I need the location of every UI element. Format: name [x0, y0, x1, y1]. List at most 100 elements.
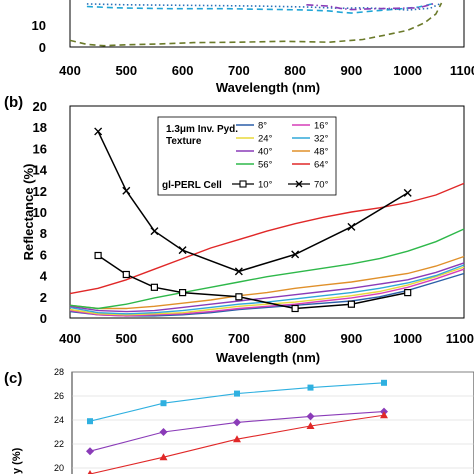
panel-a-y-tick-1: 0 — [39, 40, 46, 55]
panel-b-label: (b) — [4, 94, 23, 111]
legend-marker-entries: 10° 70° — [232, 180, 329, 191]
panel-b-line-8 — [97, 254, 408, 310]
panel-c-y-tick-0: 20 — [54, 463, 64, 473]
panel-c: (c) 20 22 24 26 28 y (%) — [4, 367, 474, 474]
panel-b-point — [178, 246, 187, 255]
panel-c-point — [307, 384, 314, 391]
panel-b-y-tick-7: 14 — [33, 163, 48, 178]
panel-b-point — [94, 127, 103, 136]
panel-c-plot-area — [71, 371, 474, 474]
panel-a-x-tick-0: 400 — [59, 63, 81, 78]
panel-c-label: (c) — [4, 370, 22, 387]
panel-c-series — [86, 379, 388, 474]
panel-a-series — [69, 2, 443, 47]
panel-a-series-line-3 — [69, 2, 443, 47]
panel-a-plot-area — [69, 0, 465, 48]
panel-b-line-6 — [69, 228, 465, 310]
panel-b-x-tick-3: 700 — [228, 331, 250, 346]
panel-c-point — [233, 418, 241, 427]
panel-c-point — [86, 447, 94, 456]
legend-marker-label-0: 10° — [258, 180, 273, 191]
panel-c-point — [381, 379, 387, 386]
panel-c-point — [306, 412, 315, 421]
legend-marker-square — [239, 180, 247, 188]
panel-b-line-1 — [69, 268, 465, 317]
panel-b-plot-area — [69, 105, 465, 319]
legend-label-2: 24° — [258, 134, 273, 145]
legend-label-4: 40° — [258, 147, 273, 158]
panel-b-line-4 — [69, 262, 465, 313]
legend-label-5: 48° — [314, 147, 329, 158]
legend-title-line-2: Texture — [166, 136, 202, 147]
panel-b-y-tick-5: 10 — [33, 205, 47, 220]
panel-a-y-ticks: 100 — [32, 18, 46, 55]
panel-a-x-ticks: 400 500 600 700 800 900 1000 1100 — [59, 63, 474, 78]
panel-b-point — [150, 283, 158, 291]
panel-c-point — [87, 418, 93, 425]
panel-b-point — [150, 227, 159, 236]
panel-c-y-tick-1: 22 — [54, 439, 64, 449]
panel-b-line-2 — [69, 266, 465, 316]
panel-b-y-tick-3: 6 — [40, 247, 47, 262]
panel-a-series-line-0 — [86, 2, 437, 14]
legend-label-7: 64° — [314, 160, 329, 171]
panel-a-x-axis-title: Wavelength (nm) — [216, 80, 320, 95]
panel-b-x-tick-5: 900 — [341, 331, 363, 346]
panel-b-y-tick-6: 12 — [33, 184, 47, 199]
legend-label-6: 56° — [258, 160, 273, 171]
panel-b-point — [235, 293, 243, 301]
panel-b-y-tick-8: 16 — [33, 141, 47, 156]
panel-a-x-tick-4: 800 — [284, 63, 306, 78]
panel-c-line-0 — [89, 382, 385, 422]
panel-a-x-tick-5: 900 — [341, 63, 363, 78]
panel-b-series — [69, 127, 465, 317]
panel-b-point — [234, 267, 243, 276]
legend-label-1: 16° — [314, 121, 329, 132]
panel-b-point — [179, 289, 187, 297]
panel-a-series-line-1 — [86, 2, 442, 11]
panel-c-point — [87, 470, 93, 474]
panel-b-x-tick-6: 1000 — [393, 331, 422, 346]
legend-angle-entries: 8° 16° 24° 32° 40° 48° 56° 64° — [236, 121, 329, 171]
panel-a-y-tick-0: 10 — [32, 18, 46, 33]
panel-b-x-tick-7: 1100 — [446, 331, 474, 346]
panel-a-x-tick-6: 1000 — [393, 63, 422, 78]
panel-b-x-tick-1: 500 — [115, 331, 137, 346]
panel-b-y-axis-title: Reflectance (%) — [21, 164, 36, 261]
panel-a-x-tick-3: 700 — [228, 63, 250, 78]
panel-b: (b) 0 2 4 6 8 10 12 14 16 18 20 400 500 600 700 800 900… — [4, 94, 474, 365]
panel-b-y-ticks: 0 2 4 6 8 10 12 14 16 18 20 — [33, 99, 48, 326]
legend-label-0: 8° — [258, 121, 267, 132]
panel-b-point — [122, 270, 130, 279]
panel-b-point — [291, 304, 299, 313]
panel-b-x-tick-4: 800 — [284, 331, 306, 346]
panel-c-y-tick-3: 26 — [54, 391, 64, 401]
panel-b-y-tick-4: 8 — [40, 226, 47, 241]
panel-c-point — [234, 390, 240, 397]
panel-c-y-tick-4: 28 — [54, 367, 64, 377]
panel-a-x-tick-1: 500 — [115, 63, 137, 78]
panel-b-x-tick-0: 400 — [59, 331, 81, 346]
panel-b-y-tick-10: 20 — [33, 99, 47, 114]
panel-b-point — [291, 250, 300, 259]
panel-c-point — [233, 435, 241, 443]
panel-b-point — [404, 289, 412, 297]
panel-b-line-5 — [69, 255, 465, 310]
panel-b-x-tick-2: 600 — [172, 331, 194, 346]
panel-b-y-tick-1: 2 — [40, 290, 47, 305]
panel-a-x-tick-2: 600 — [172, 63, 194, 78]
panel-b-y-tick-2: 4 — [40, 269, 48, 284]
panel-c-point — [160, 400, 167, 407]
panel-b-point — [347, 222, 356, 231]
panel-b-legend: 1.3μm Inv. Pyd. Texture 8° 16° 24° 32° 40° 48… — [157, 116, 337, 196]
panel-c-point — [159, 453, 168, 461]
panel-c-y-tick-2: 24 — [54, 415, 64, 425]
panel-c-y-axis-title-fragment: y (%) — [11, 447, 23, 474]
panel-b-point — [94, 251, 102, 260]
legend-label-3: 32° — [314, 134, 329, 145]
panel-b-point — [403, 188, 412, 197]
panel-a-x-tick-7: 1100 — [450, 63, 474, 78]
panel-b-legend-box — [157, 116, 337, 196]
